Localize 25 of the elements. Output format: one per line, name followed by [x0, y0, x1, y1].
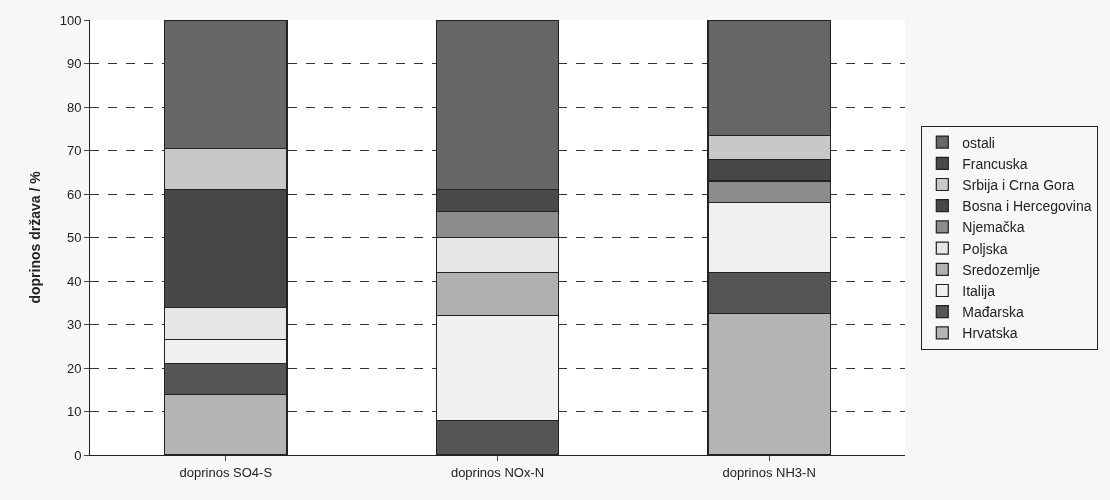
legend-label: Njemačka — [962, 219, 1025, 236]
legend-label: Francuska — [962, 155, 1028, 172]
legend-label: Sredozemlje — [962, 261, 1041, 278]
y-tick-label: 50 — [66, 230, 82, 246]
x-tick-label: doprinos NOx-N — [450, 464, 545, 480]
y-tick-label: 30 — [66, 317, 82, 333]
x-tick-label: doprinos NH3-N — [722, 464, 816, 480]
legend-label: Italija — [962, 282, 996, 299]
legend-label: Poljska — [962, 240, 1008, 257]
y-tick-label: 70 — [66, 143, 82, 159]
legend-label: Srbija i Crna Gora — [962, 176, 1075, 193]
y-tick-label: 90 — [66, 56, 82, 72]
y-tick-label: 60 — [66, 186, 82, 202]
legend-label: Hrvatska — [962, 325, 1018, 342]
legend-label: ostali — [962, 134, 995, 151]
y-tick-label: 100 — [59, 12, 82, 28]
legend-label: Bosna i Hercegovina — [962, 198, 1092, 215]
x-tick-label: doprinos SO4-S — [179, 464, 273, 480]
y-tick-label: 20 — [66, 360, 82, 376]
y-tick-label: 0 — [74, 447, 82, 463]
y-tick-label: 10 — [66, 404, 82, 420]
y-tick-label: 80 — [66, 99, 82, 115]
y-tick-label: 40 — [66, 273, 82, 289]
legend-label: Mađarska — [962, 304, 1024, 321]
y-axis-title: doprinos država / % — [27, 170, 44, 304]
